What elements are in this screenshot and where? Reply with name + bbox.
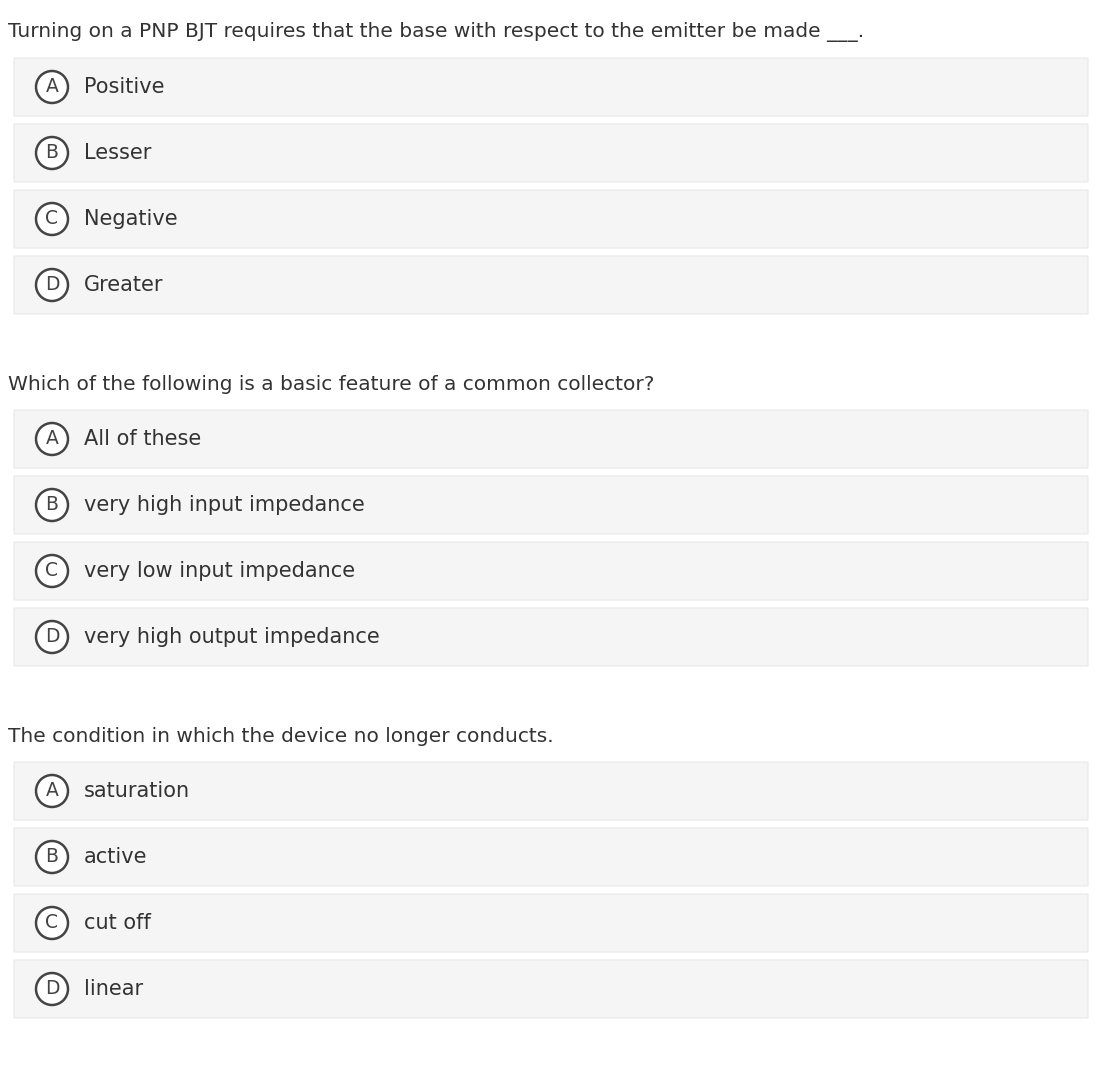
FancyBboxPatch shape xyxy=(14,763,1088,820)
Text: very high input impedance: very high input impedance xyxy=(84,495,365,515)
FancyBboxPatch shape xyxy=(14,609,1088,666)
Text: C: C xyxy=(45,561,59,581)
Text: linear: linear xyxy=(84,979,143,999)
Circle shape xyxy=(35,202,68,235)
Text: very high output impedance: very high output impedance xyxy=(84,627,380,647)
Circle shape xyxy=(35,71,68,103)
Text: Which of the following is a basic feature of a common collector?: Which of the following is a basic featur… xyxy=(8,375,655,393)
Text: Positive: Positive xyxy=(84,76,164,97)
Text: D: D xyxy=(44,979,59,998)
Text: active: active xyxy=(84,847,147,867)
FancyBboxPatch shape xyxy=(14,190,1088,248)
Text: Lesser: Lesser xyxy=(84,143,152,163)
Circle shape xyxy=(35,775,68,807)
Text: A: A xyxy=(45,78,59,97)
Text: B: B xyxy=(45,495,59,515)
Text: cut off: cut off xyxy=(84,913,151,933)
Text: Greater: Greater xyxy=(84,275,164,295)
Circle shape xyxy=(35,973,68,1005)
Text: C: C xyxy=(45,913,59,933)
Circle shape xyxy=(35,137,68,169)
FancyBboxPatch shape xyxy=(14,894,1088,952)
Text: D: D xyxy=(44,276,59,294)
Circle shape xyxy=(35,423,68,454)
Text: All of these: All of these xyxy=(84,429,202,449)
Text: saturation: saturation xyxy=(84,781,191,801)
FancyBboxPatch shape xyxy=(14,58,1088,116)
FancyBboxPatch shape xyxy=(14,542,1088,600)
Circle shape xyxy=(35,621,68,653)
FancyBboxPatch shape xyxy=(14,476,1088,534)
FancyBboxPatch shape xyxy=(14,410,1088,468)
FancyBboxPatch shape xyxy=(14,828,1088,886)
Circle shape xyxy=(35,841,68,873)
Circle shape xyxy=(35,489,68,521)
FancyBboxPatch shape xyxy=(14,960,1088,1018)
FancyBboxPatch shape xyxy=(14,124,1088,182)
Text: Turning on a PNP BJT requires that the base with respect to the emitter be made : Turning on a PNP BJT requires that the b… xyxy=(8,22,864,42)
Text: very low input impedance: very low input impedance xyxy=(84,561,356,581)
Circle shape xyxy=(35,269,68,300)
Text: B: B xyxy=(45,848,59,867)
FancyBboxPatch shape xyxy=(14,256,1088,314)
Text: D: D xyxy=(44,628,59,646)
Circle shape xyxy=(35,907,68,939)
Text: Negative: Negative xyxy=(84,209,177,229)
Text: B: B xyxy=(45,143,59,163)
Text: The condition in which the device no longer conducts.: The condition in which the device no lon… xyxy=(8,727,554,745)
Text: A: A xyxy=(45,430,59,448)
Text: A: A xyxy=(45,782,59,800)
Circle shape xyxy=(35,555,68,587)
Text: C: C xyxy=(45,210,59,228)
